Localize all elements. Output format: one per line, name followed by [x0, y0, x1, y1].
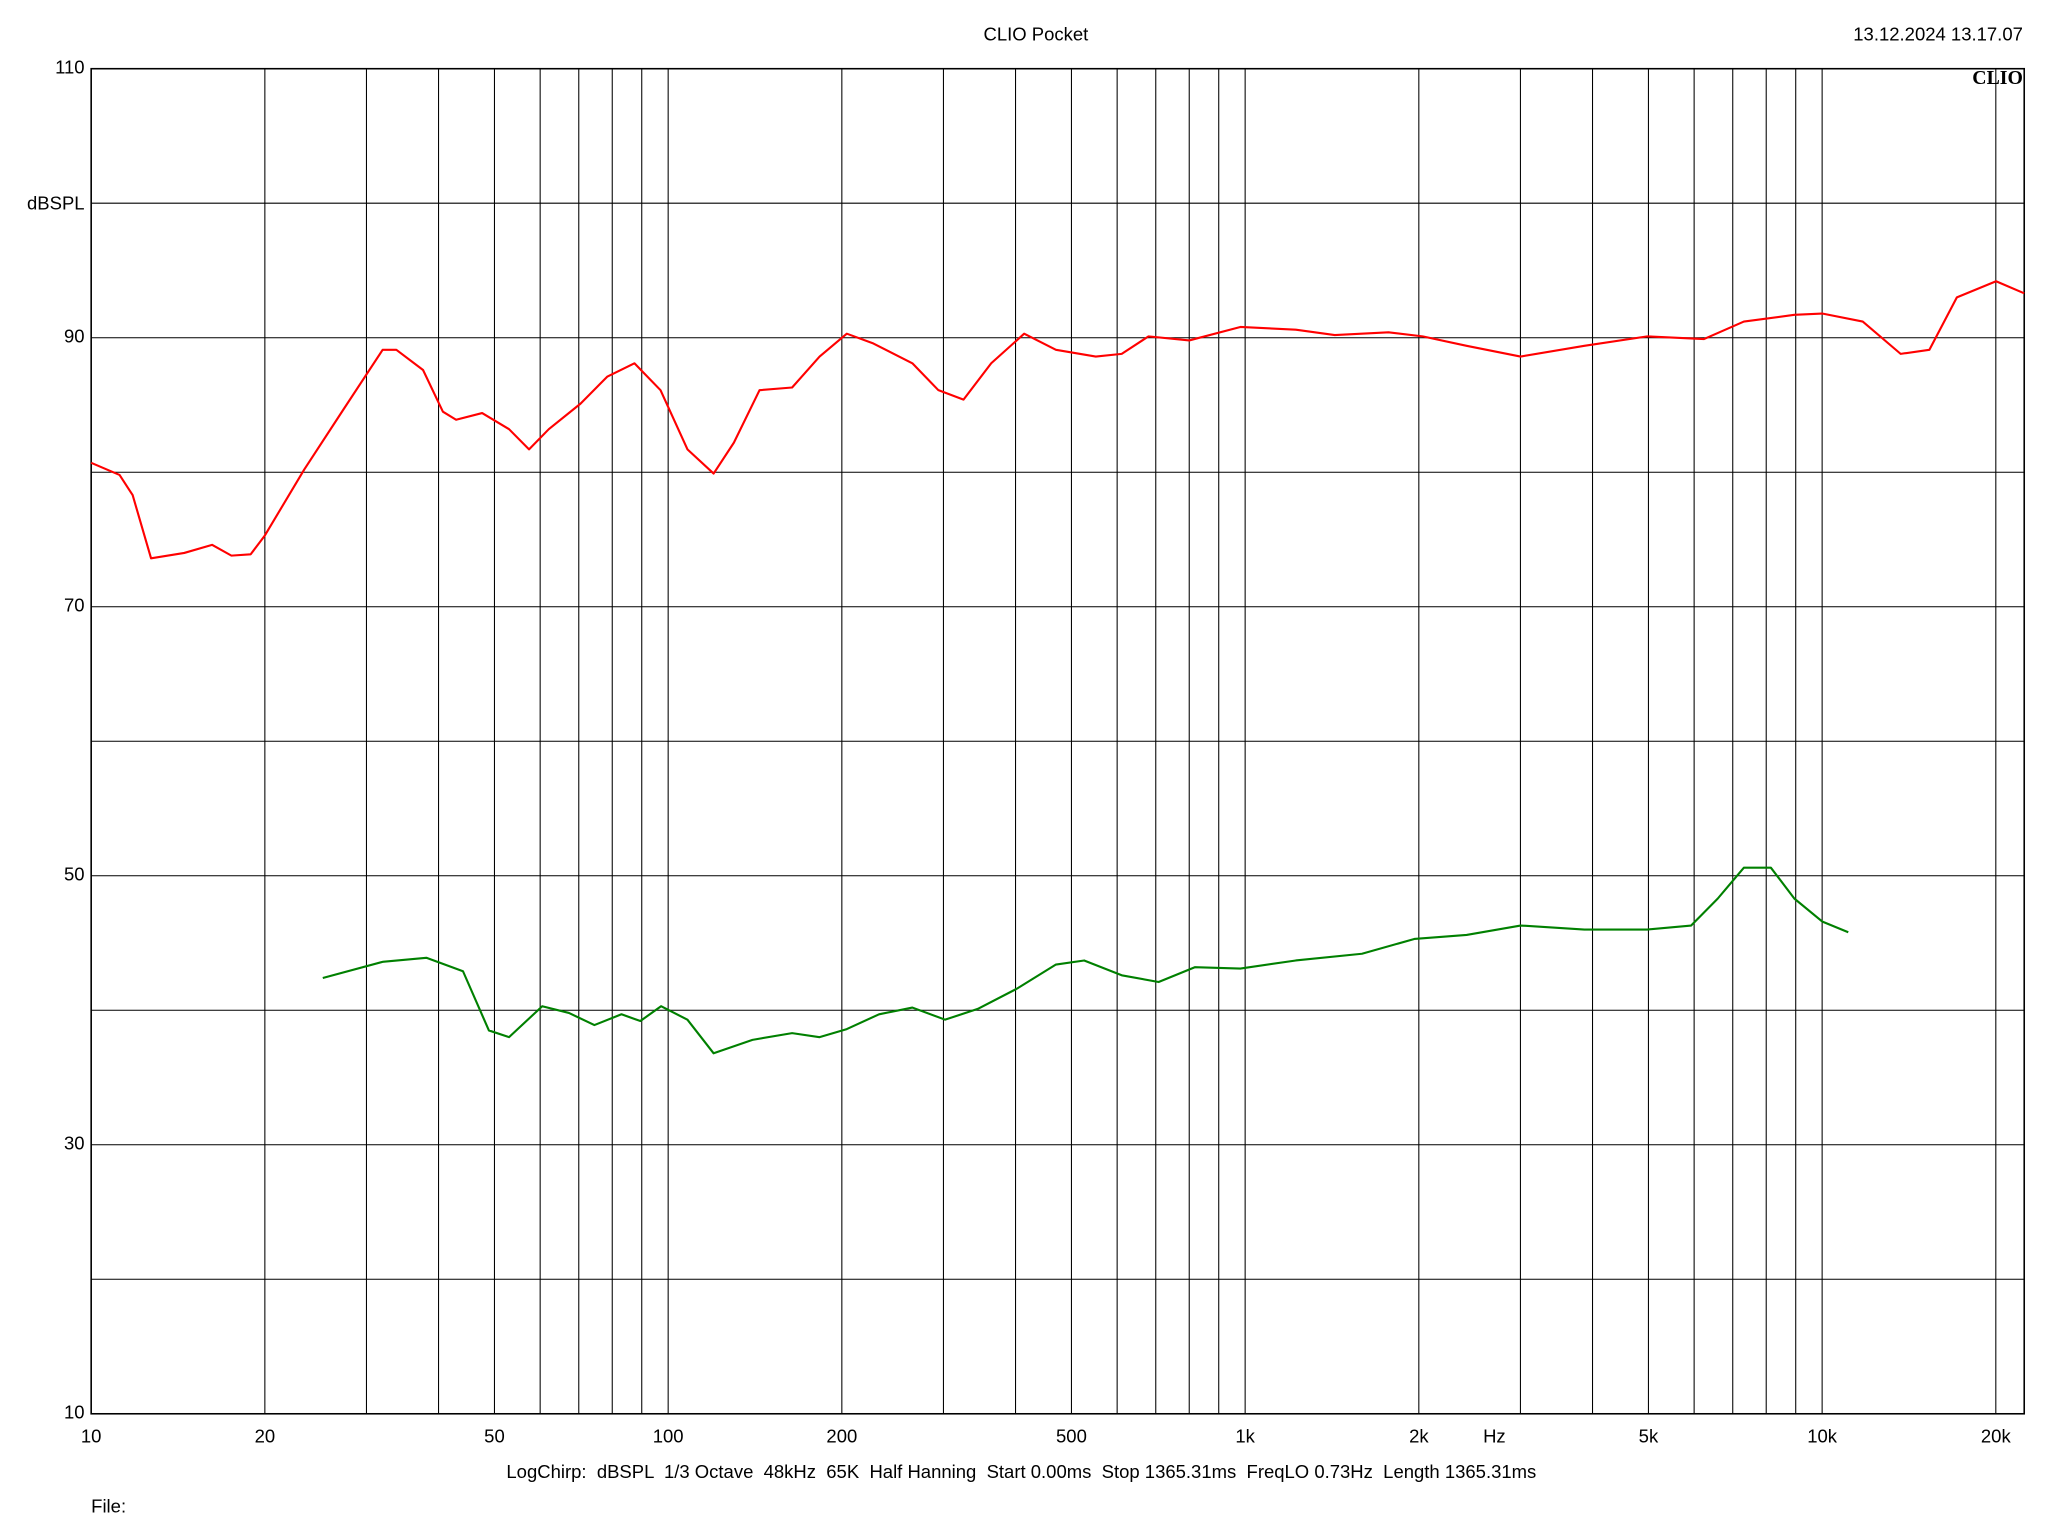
footer: LogChirp: dBSPL 1/3 Octave 48kHz 65K Hal…: [506, 1461, 1536, 1482]
x-tick-label: 20k: [1981, 1425, 2012, 1446]
x-axis-label: Hz: [1483, 1425, 1506, 1446]
plot-frame: [90, 67, 2026, 1415]
y-tick-label: 30: [64, 1133, 85, 1154]
x-tick-label: 100: [653, 1425, 684, 1446]
y-tick-label: 90: [64, 326, 85, 347]
logo: CLIO: [1972, 67, 2023, 89]
file-label: File:: [91, 1495, 126, 1516]
x-tick-label: 20: [255, 1425, 276, 1446]
x-tick-label: 500: [1056, 1425, 1087, 1446]
x-tick-label: 10: [81, 1425, 102, 1446]
timestamp: 13.12.2024 13.17.07: [1853, 24, 2023, 45]
x-tick-label: 50: [484, 1425, 505, 1446]
y-tick-label: 10: [64, 1402, 85, 1423]
series-line: [322, 866, 1849, 1055]
y-tick-label: 70: [64, 595, 85, 616]
x-tick-label: 10k: [1807, 1425, 1838, 1446]
series-line: [90, 280, 2025, 560]
chart-title: CLIO Pocket: [983, 24, 1088, 45]
y-axis-label: dBSPL: [27, 193, 85, 214]
x-tick-label: 1k: [1235, 1425, 1255, 1446]
x-tick-label: 200: [826, 1425, 857, 1446]
x-tick-label: 2k: [1409, 1425, 1429, 1446]
y-tick-label: 50: [64, 864, 85, 885]
x-tick-label: 5k: [1639, 1425, 1659, 1446]
y-tick-label: 110: [55, 57, 84, 78]
